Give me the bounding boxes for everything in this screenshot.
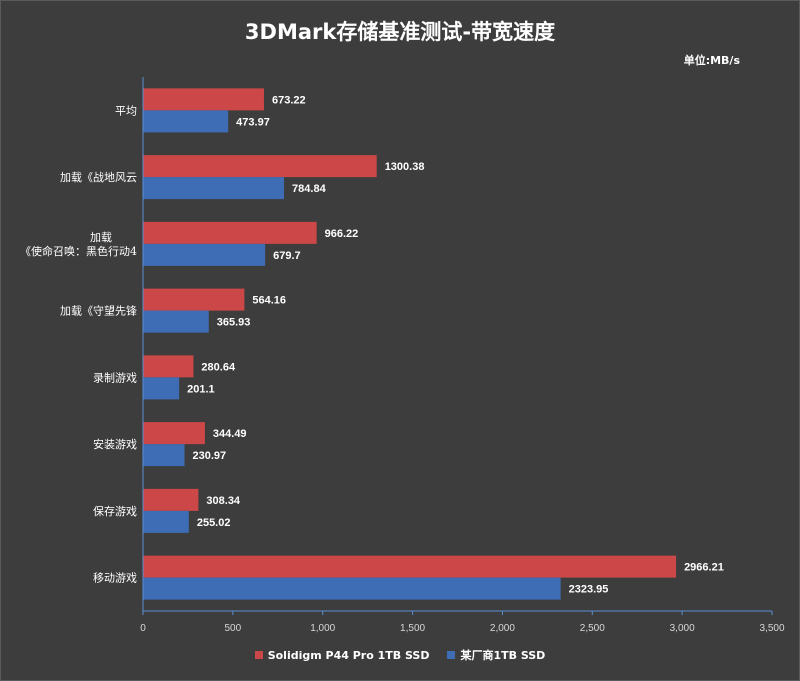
category-label-8: 移动游戏 xyxy=(93,572,137,585)
bar-series-2-cat-2 xyxy=(143,177,285,200)
category-label-1: 平均 xyxy=(115,104,137,117)
bar-series-2-cat-1 xyxy=(143,110,229,133)
category-label-line: 加载《守望先锋 xyxy=(60,304,137,318)
value-label-series-2-cat-2: 784.84 xyxy=(292,183,327,195)
legend-label-series-1: Solidigm P44 Pro 1TB SSD xyxy=(267,648,430,662)
value-label-series-1-cat-1: 673.22 xyxy=(272,94,306,106)
legend: Solidigm P44 Pro 1TB SSD 某厂商1TB SSD xyxy=(0,647,800,663)
x-tick-label-8: 3,500 xyxy=(759,623,784,634)
legend-swatch-series-1 xyxy=(254,651,263,659)
category-label-2: 加载《战地风云 xyxy=(60,171,137,184)
category-label-6: 安装游戏 xyxy=(93,437,137,451)
bar-series-1-cat-1 xyxy=(143,88,264,111)
value-label-series-1-cat-7: 308.34 xyxy=(206,495,241,507)
bar-series-1-cat-6 xyxy=(143,422,205,445)
value-label-series-1-cat-2: 1300.38 xyxy=(385,161,425,173)
category-label-line: 安装游戏 xyxy=(93,437,137,451)
legend-item-series-2: 某厂商1TB SSD xyxy=(447,647,545,663)
value-label-series-2-cat-3: 679.7 xyxy=(273,250,301,262)
category-label-4: 加载《守望先锋 xyxy=(60,304,137,318)
category-label-line: 加载《战地风云 xyxy=(60,171,137,184)
value-label-series-2-cat-1: 473.97 xyxy=(236,116,270,128)
value-label-series-2-cat-6: 230.97 xyxy=(193,450,227,462)
value-label-series-2-cat-8: 2323.95 xyxy=(569,584,609,596)
category-label-line: 《使命召唤：黑色行动4 xyxy=(20,244,137,258)
x-tick-label-2: 500 xyxy=(225,623,242,634)
category-label-3: 加载《使命召唤：黑色行动4 xyxy=(20,231,137,258)
legend-item-series-1: Solidigm P44 Pro 1TB SSD xyxy=(254,647,430,663)
bar-series-2-cat-3 xyxy=(143,243,266,266)
bar-series-2-cat-7 xyxy=(143,510,189,533)
value-label-series-2-cat-7: 255.02 xyxy=(197,517,231,529)
legend-swatch-series-2 xyxy=(447,651,456,659)
category-label-line: 移动游戏 xyxy=(93,572,137,585)
bar-series-1-cat-3 xyxy=(143,221,317,244)
bar-series-1-cat-2 xyxy=(143,155,377,178)
value-label-series-2-cat-5: 201.1 xyxy=(187,383,215,395)
chart-title: 3DMark存储基准测试-带宽速度 xyxy=(244,20,556,44)
bar-series-1-cat-5 xyxy=(143,355,194,378)
value-label-series-1-cat-6: 344.49 xyxy=(213,428,247,440)
value-label-series-2-cat-4: 365.93 xyxy=(217,317,251,329)
category-label-line: 保存游戏 xyxy=(93,504,137,518)
x-tick-label-7: 3,000 xyxy=(670,623,695,634)
category-label-7: 保存游戏 xyxy=(93,504,137,518)
bar-series-2-cat-5 xyxy=(143,377,180,400)
category-label-line: 加载 xyxy=(90,231,112,244)
x-tick-label-4: 1,500 xyxy=(400,623,425,634)
category-label-line: 平均 xyxy=(115,104,137,117)
value-label-series-1-cat-3: 966.22 xyxy=(325,228,359,240)
bar-series-1-cat-4 xyxy=(143,288,245,311)
value-label-series-1-cat-8: 2966.21 xyxy=(684,562,724,574)
value-label-series-1-cat-4: 564.16 xyxy=(252,295,286,307)
legend-label-series-2: 某厂商1TB SSD xyxy=(460,649,546,662)
category-label-5: 录制游戏 xyxy=(93,371,137,384)
value-label-series-1-cat-5: 280.64 xyxy=(201,361,236,373)
x-tick-label-5: 2,000 xyxy=(490,623,515,634)
bar-series-2-cat-8 xyxy=(143,577,561,600)
unit-label: 单位:MB/s xyxy=(683,54,740,67)
category-label-line: 录制游戏 xyxy=(93,371,137,384)
bar-series-2-cat-4 xyxy=(143,310,209,333)
bar-series-2-cat-6 xyxy=(143,444,185,467)
x-tick-label-3: 1,000 xyxy=(310,623,335,634)
bar-series-1-cat-8 xyxy=(143,555,677,578)
x-tick-label-6: 2,500 xyxy=(580,623,605,634)
x-tick-label-1: 0 xyxy=(140,623,146,634)
bar-series-1-cat-7 xyxy=(143,488,199,511)
